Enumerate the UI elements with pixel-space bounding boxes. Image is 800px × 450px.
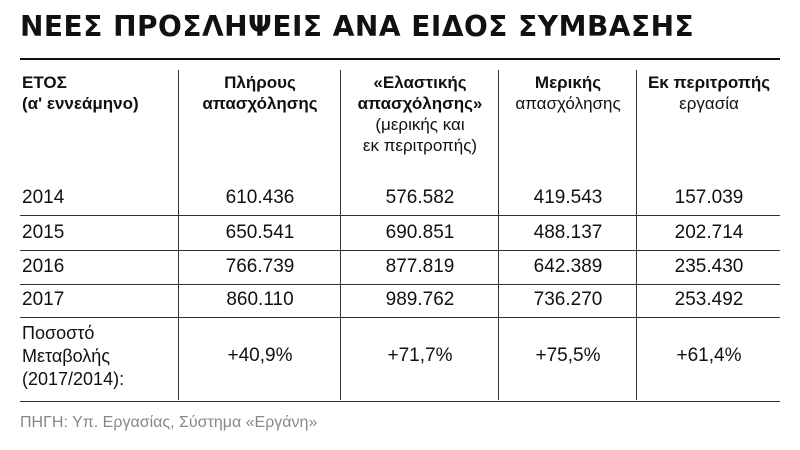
table-cell-rotation: 202.714 <box>674 222 744 243</box>
row-divider <box>20 284 780 285</box>
table-cell-year: 2014 <box>22 187 65 208</box>
table-cell-full: 766.739 <box>225 256 295 277</box>
header-year: ΕΤΟΣ (α' εννεάμηνο) <box>22 72 172 114</box>
table-bottom-divider <box>20 401 780 402</box>
header-full: Πλήρους απασχόλησης <box>180 72 340 114</box>
header-rotation-line1: Εκ περιτροπής <box>647 73 771 92</box>
change-cell-partial: +75,5% <box>535 345 601 366</box>
column-divider <box>340 70 341 400</box>
header-partial: Μερικής απασχόλησης <box>500 72 636 114</box>
table-cell-partial: 642.389 <box>533 256 603 277</box>
table-cell-flexible: 877.819 <box>385 256 455 277</box>
table-cell-full: 860.110 <box>226 289 294 310</box>
change-label: Ποσοστό Μεταβολής (2017/2014): <box>22 322 178 391</box>
change-label-line1: Ποσοστό <box>22 323 95 343</box>
row-divider <box>20 250 780 251</box>
header-full-line2: απασχόλησης <box>202 94 318 113</box>
table-cell-flexible: 690.851 <box>385 222 455 243</box>
column-divider <box>178 70 179 400</box>
table-cell-partial: 419.543 <box>533 187 603 208</box>
change-cell-full: +40,9% <box>227 345 293 366</box>
table-cell-flexible: 989.762 <box>385 289 455 310</box>
table-cell-year: 2016 <box>22 256 65 277</box>
title-divider <box>20 58 780 60</box>
table-cell-full: 610.436 <box>225 187 295 208</box>
header-flexible-line3: (μερικής και <box>375 115 465 134</box>
table-cell-full: 650.541 <box>225 222 295 243</box>
table-cell-partial: 736.270 <box>533 289 603 310</box>
row-divider <box>20 317 780 318</box>
table-cell-rotation: 157.039 <box>674 187 744 208</box>
header-rotation-line2: εργασία <box>679 94 739 113</box>
page-title: ΝΕΕΣ ΠΡΟΣΛΗΨΕΙΣ ΑΝΑ ΕΙΔΟΣ ΣΥΜΒΑΣΗΣ <box>20 10 695 43</box>
row-divider <box>20 215 780 216</box>
column-divider <box>498 70 499 400</box>
table-cell-rotation: 235.430 <box>674 256 744 277</box>
source-note: ΠΗΓΗ: Υπ. Εργασίας, Σύστημα «Εργάνη» <box>20 414 318 431</box>
table-cell-rotation: 253.492 <box>674 289 744 310</box>
header-rotation: Εκ περιτροπής εργασία <box>638 72 780 114</box>
header-full-line1: Πλήρους <box>224 73 296 92</box>
change-cell-flexible: +71,7% <box>387 345 453 366</box>
header-partial-line2: απασχόλησης <box>515 94 621 113</box>
change-label-line3: (2017/2014): <box>22 369 125 389</box>
header-flexible-line4: εκ περιτροπής) <box>362 136 478 155</box>
change-cell-rotation: +61,4% <box>676 345 742 366</box>
header-partial-line1: Μερικής <box>534 73 602 92</box>
header-flexible: «Ελαστικής απασχόλησης» (μερικής και εκ … <box>342 72 498 156</box>
column-divider <box>636 70 637 400</box>
header-flexible-line1: «Ελαστικής <box>373 73 467 92</box>
table-cell-partial: 488.137 <box>533 222 603 243</box>
header-year-line2: (α' εννεάμηνο) <box>22 94 139 113</box>
table-cell-year: 2015 <box>22 222 65 243</box>
table-cell-flexible: 576.582 <box>385 187 455 208</box>
table-cell-year: 2017 <box>22 289 65 310</box>
change-label-line2: Μεταβολής <box>22 346 110 366</box>
header-flexible-line2: απασχόλησης» <box>357 94 483 113</box>
header-year-line1: ΕΤΟΣ <box>22 73 67 92</box>
